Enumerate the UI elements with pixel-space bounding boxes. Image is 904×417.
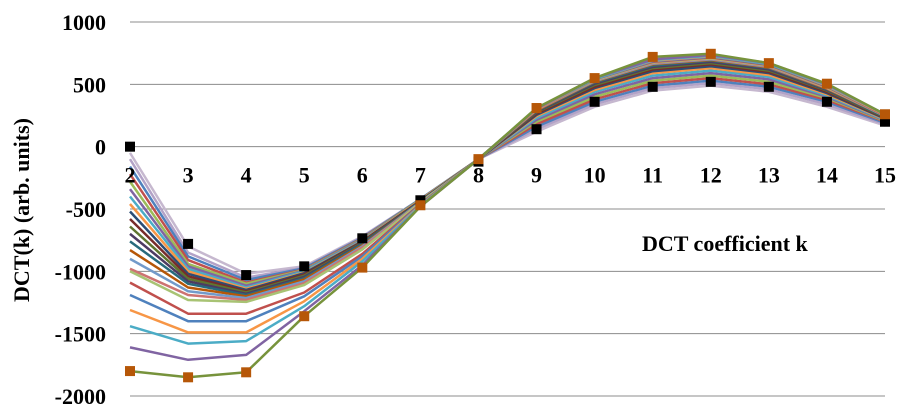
data-point-marker — [647, 81, 658, 92]
data-point-marker — [183, 238, 194, 249]
data-point-marker — [763, 58, 774, 69]
data-point-marker — [763, 81, 774, 92]
data-point-marker — [473, 154, 484, 165]
x-tick-label: 7 — [415, 163, 426, 188]
data-point-marker — [125, 141, 135, 152]
data-point-marker — [589, 96, 600, 107]
x-tick-label: 3 — [183, 163, 194, 188]
x-tick-labels: 2 3 4 5 6 7 8 9 10 11 12 13 14 15 — [125, 163, 897, 188]
y-tick-label: 1000 — [62, 10, 106, 35]
data-point-marker — [357, 262, 368, 273]
data-point-marker — [705, 48, 716, 59]
series-lines — [128, 52, 886, 379]
x-axis-annotation: DCT coefficient k — [642, 231, 809, 256]
x-tick-label: 13 — [758, 163, 780, 188]
data-point-marker — [299, 311, 310, 322]
x-tick-label: 8 — [473, 163, 484, 188]
x-tick-label: 10 — [584, 163, 606, 188]
y-tick-label: -500 — [66, 197, 106, 222]
data-point-marker — [357, 233, 368, 244]
data-point-marker — [125, 366, 135, 377]
x-tick-label: 4 — [241, 163, 252, 188]
data-point-marker — [821, 78, 832, 89]
data-point-marker — [415, 200, 426, 211]
x-tick-label: 9 — [531, 163, 542, 188]
data-point-marker — [531, 103, 542, 114]
data-point-marker — [531, 124, 542, 135]
y-tick-label: -1500 — [55, 322, 106, 347]
data-point-marker — [705, 76, 716, 87]
series-line — [129, 52, 886, 379]
y-tick-label: 0 — [95, 135, 106, 160]
y-tick-label: 500 — [73, 72, 106, 97]
data-point-marker — [880, 109, 890, 120]
x-tick-label: 15 — [874, 163, 896, 188]
data-point-marker — [241, 270, 252, 281]
y-tick-label: -2000 — [55, 384, 106, 409]
data-point-marker — [299, 261, 310, 272]
x-tick-label: 11 — [642, 163, 663, 188]
x-tick-label: 12 — [700, 163, 722, 188]
data-point-marker — [241, 367, 252, 378]
data-point-marker — [647, 51, 658, 62]
data-point-marker — [183, 372, 194, 383]
y-tick-label: -1000 — [55, 259, 106, 284]
x-tick-label: 6 — [357, 163, 368, 188]
series-markers — [125, 48, 890, 383]
x-tick-label: 5 — [299, 163, 310, 188]
data-point-marker — [880, 116, 890, 127]
y-axis-title: DCT(k) (arb. units) — [9, 118, 34, 302]
data-point-marker — [821, 96, 832, 107]
x-tick-label: 14 — [816, 163, 838, 188]
x-tick-label: 2 — [125, 163, 136, 188]
y-tick-labels: 1000 500 0 -500 -1000 -1500 -2000 — [55, 10, 106, 409]
data-point-marker — [589, 73, 600, 84]
